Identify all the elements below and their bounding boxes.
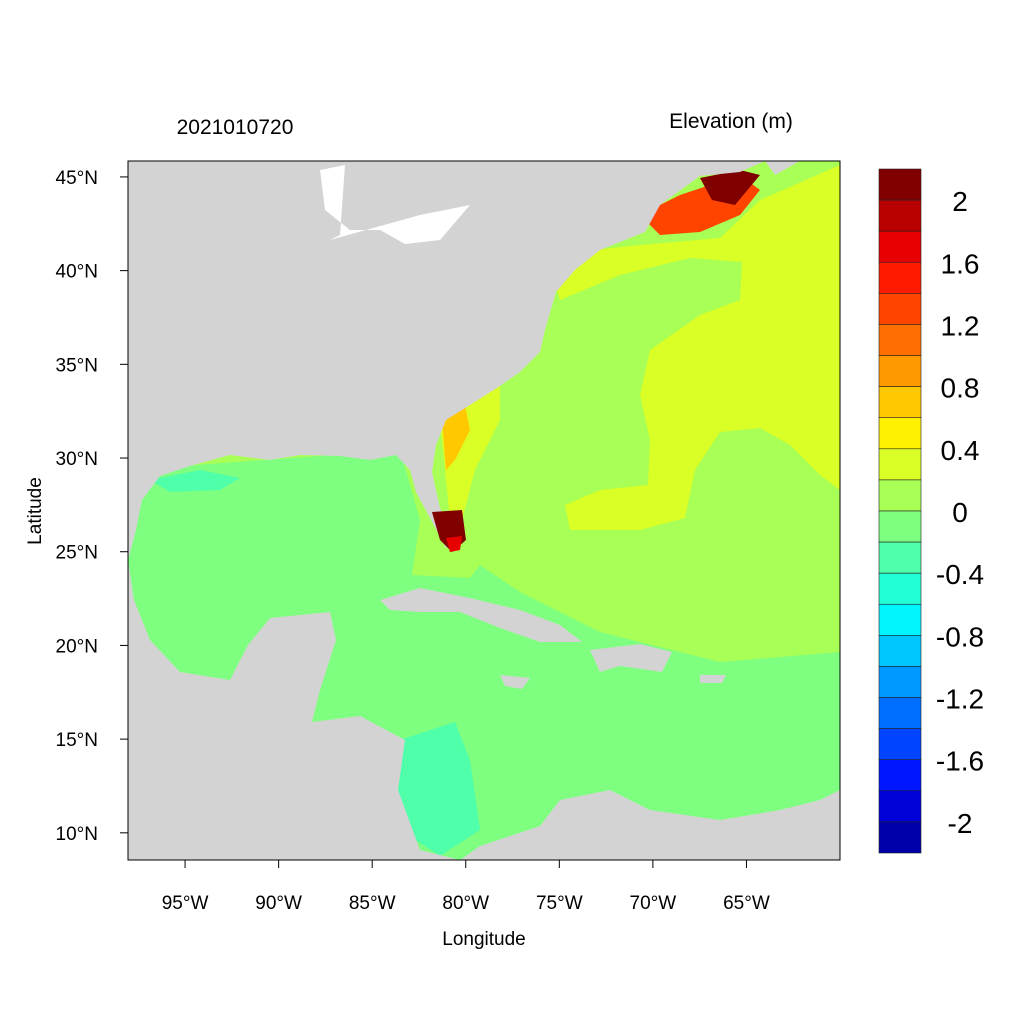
western-caribbean-low: [398, 722, 480, 856]
gulf-of-maine-peak: [700, 170, 760, 205]
colorbar-bin: [878, 261, 922, 294]
y-tick-label: 25°N: [56, 543, 98, 564]
colorbar-bin: [878, 697, 922, 729]
south-florida-edge: [446, 536, 462, 552]
colorbar-bin: [878, 603, 922, 636]
y-axis-label: Latitude: [25, 477, 46, 545]
great-lakes: [320, 165, 470, 244]
colorbar-bin: [878, 168, 922, 201]
colorbar-bin: [878, 635, 922, 667]
variable-title: Elevation (m): [669, 110, 793, 133]
x-tick-label: 90°W: [255, 893, 302, 914]
colorbar-bin: [878, 293, 922, 325]
timestamp-title: 2021010720: [177, 116, 294, 139]
colorbar-label: 1.6: [941, 248, 980, 279]
x-tick-label: 95°W: [162, 893, 209, 914]
colorbar-label: -1.6: [936, 746, 984, 777]
colorbar-bin: [878, 541, 922, 574]
colorbar-bin: [878, 821, 922, 854]
colorbar-bin: [878, 386, 922, 419]
colorbar-bin: [878, 728, 922, 761]
x-tick-label: 80°W: [442, 893, 489, 914]
x-tick-label: 75°W: [536, 893, 583, 914]
nova-scotia-land: [765, 161, 800, 175]
puerto-rico-land: [700, 675, 726, 683]
colorbar-bin: [878, 199, 922, 232]
y-tick-label: 20°N: [56, 636, 98, 657]
colorbar-bin: [878, 572, 922, 605]
colorbar-label: -1.2: [936, 684, 984, 715]
colorbar-bin: [878, 417, 922, 450]
colorbar-label: 0.4: [941, 435, 980, 466]
gulf-north-low: [150, 470, 240, 492]
colorbar-bin: [878, 230, 922, 263]
colorbar-label: 0.8: [941, 373, 980, 404]
colorbar-label: -0.8: [936, 621, 984, 652]
colorbar-bin: [878, 448, 922, 481]
south-america-land: [460, 790, 840, 860]
north-america-land: [128, 161, 765, 560]
x-tick-label: 65°W: [723, 893, 770, 914]
georgia-coast-high: [442, 405, 470, 470]
colorbar-label: 0: [952, 497, 968, 528]
y-tick-label: 10°N: [56, 824, 98, 845]
mid-atlantic-high: [545, 165, 840, 530]
map-area: [128, 161, 840, 860]
colorbar-label: -0.4: [936, 559, 984, 590]
colorbar-label: 2: [952, 186, 968, 217]
x-axis-label: Longitude: [442, 929, 525, 950]
y-tick-label: 45°N: [56, 168, 98, 189]
plot-frame: [127, 160, 841, 861]
x-tick-label: 85°W: [349, 893, 396, 914]
colorbar: 2 1.6 1.2 0.8 0.4 0 -0.4 -0.8 -1.2 -1.6 -2: [878, 168, 984, 854]
x-tick-label: 70°W: [630, 893, 677, 914]
jamaica-land: [500, 675, 530, 689]
colorbar-label: 1.2: [941, 310, 980, 341]
colorbar-bin: [878, 510, 922, 543]
colorbar-bin: [878, 479, 922, 512]
colorbar-bin: [878, 324, 922, 356]
cuba-land: [380, 588, 582, 642]
colorbar-label: -2: [948, 808, 973, 839]
hispaniola-land: [590, 644, 672, 672]
y-tick-label: 35°N: [56, 355, 98, 376]
colorbar-bin: [878, 355, 922, 387]
land-mask: [128, 161, 840, 860]
y-tick-label: 30°N: [56, 449, 98, 470]
y-tick-label: 40°N: [56, 262, 98, 283]
colorbar-bin: [878, 759, 922, 792]
mexico-central-america-land: [128, 560, 460, 860]
x-axis: 95°W 90°W 85°W 80°W 75°W 70°W 65°W: [162, 860, 770, 914]
colorbar-bin: [878, 666, 922, 698]
y-axis: 45°N 40°N 35°N 30°N 25°N 20°N 15°N 10°N: [56, 168, 128, 845]
y-tick-label: 15°N: [56, 730, 98, 751]
colorbar-bin: [878, 790, 922, 823]
